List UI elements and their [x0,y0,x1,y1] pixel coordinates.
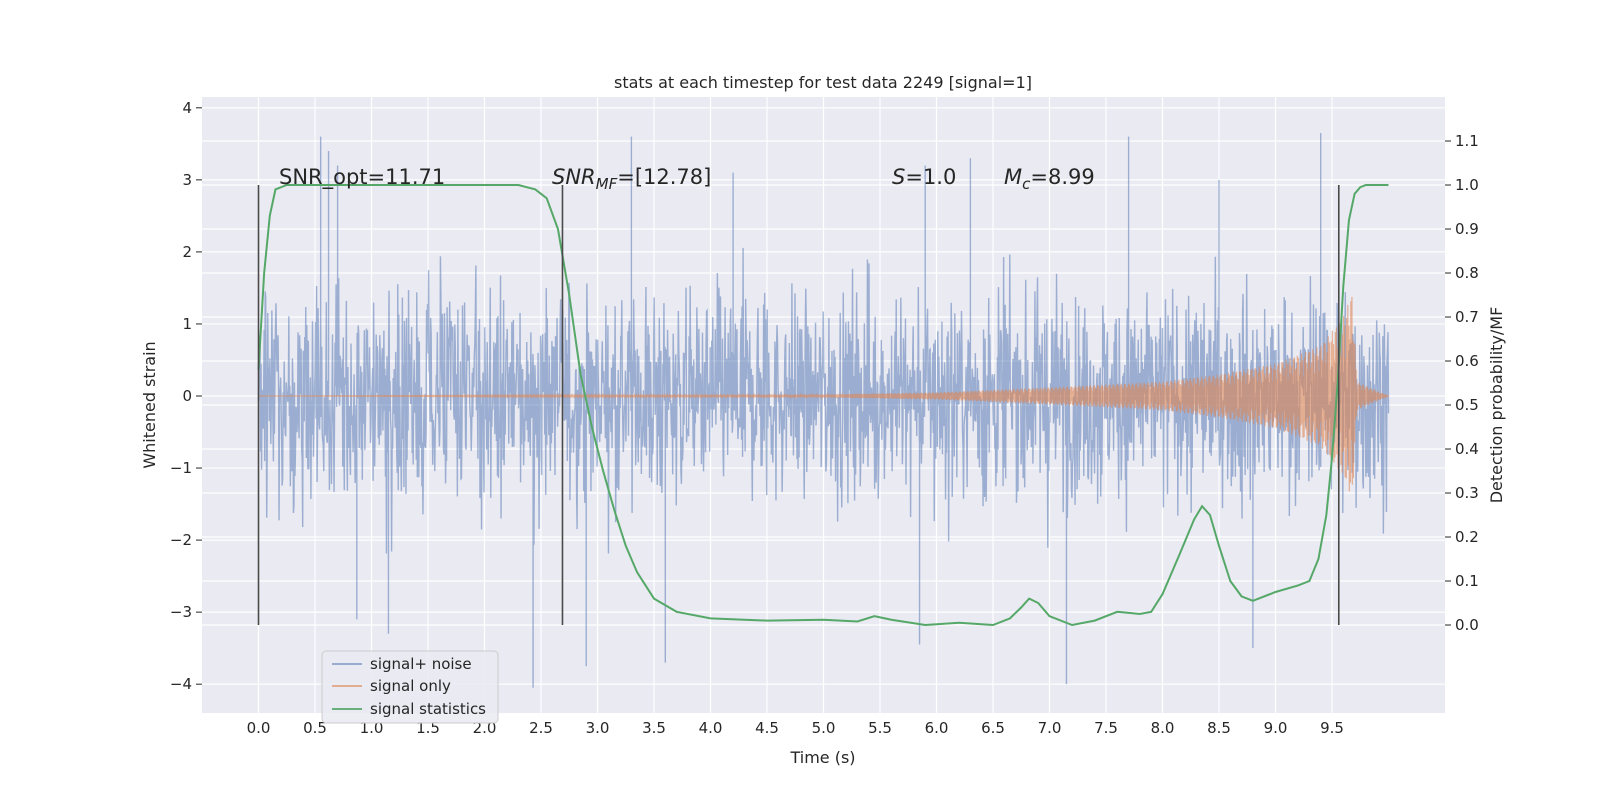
series-signal-statistics [257,184,1389,627]
x-tick-label: 2.5 [529,719,553,737]
x-tick-label: 8.5 [1207,719,1231,737]
legend: signal+ noise signal only signal statist… [321,650,499,724]
annotation-s-value: =1.0 [905,165,956,189]
x-tick-label: 0.0 [247,719,271,737]
x-tick-label: 4.0 [699,719,723,737]
x-tick-label: 6.0 [925,719,949,737]
y-tick-label: −3 [170,603,192,621]
legend-box [321,650,499,724]
x-tick-label: 7.5 [1094,719,1118,737]
legend-label-signal-only: signal only [370,677,451,695]
annotation-mc-sub: c [1022,175,1031,193]
annotation-snr-mf: SNRMF=[12.78] [552,165,711,193]
y-right-tick-label: 1.1 [1455,132,1479,150]
y-tick-label: 2 [182,243,192,261]
series-signal-noise [257,133,1390,688]
y-right-tick-label: 0.1 [1455,572,1479,590]
y-tick-label: −4 [170,675,192,693]
y-tick-label: 0 [182,387,192,405]
annotation-snr-mf-value: =[12.78] [617,165,711,189]
y-tick-label: 4 [182,99,192,117]
x-tick-label: 9.0 [1264,719,1288,737]
y-right-tick-label: 0.2 [1455,528,1479,546]
y-right-tick-label: 0.8 [1455,264,1479,282]
x-tick-label: 4.5 [755,719,779,737]
annotation-s-label: S [892,165,905,189]
y-tick-label: 1 [182,315,192,333]
x-tick-label: 8.0 [1151,719,1175,737]
y-right-tick-label: 0.0 [1455,616,1479,634]
y-right-tick-label: 0.6 [1455,352,1479,370]
series-layer [257,133,1390,688]
x-tick-label: 6.5 [981,719,1005,737]
series-signal-only [258,296,1389,492]
legend-label-signal-statistics: signal statistics [370,700,486,718]
y-right-tick-label: 0.3 [1455,484,1479,502]
legend-label-signal-noise: signal+ noise [370,655,472,673]
y-right-tick-label: 0.5 [1455,396,1479,414]
x-tick-label: 3.5 [642,719,666,737]
annotation-s: S=1.0 [892,165,956,189]
vertical-markers [257,185,1340,625]
annotation-snr-mf-sub: MF [596,175,618,193]
y-right-tick-label: 0.4 [1455,440,1479,458]
x-tick-label: 9.5 [1320,719,1344,737]
y-axis-right-label: Detection probability/MF [1487,307,1506,504]
x-tick-label: 0.5 [303,719,327,737]
y-right-tick-label: 0.7 [1455,308,1479,326]
y-tick-label: −2 [170,531,192,549]
x-tick-label: 5.5 [868,719,892,737]
annotation-snr-mf-base: SNR [552,165,596,189]
y-axis-label: Whitened strain [140,341,159,468]
y-right-tick-label: 1.0 [1455,176,1479,194]
axis-ticks: 0.0 0.5 1.0 1.5 2.0 2.5 3.0 3.5 4.0 4.5 5.0 5.5 6.0 6… [170,99,1479,737]
x-tick-label: 3.0 [586,719,610,737]
annotation-mc-value: =8.99 [1030,165,1094,189]
x-tick-label: 5.0 [812,719,836,737]
annotation-mc-base: M [1004,165,1022,189]
chart-title: stats at each timestep for test data 224… [614,73,1032,92]
x-tick-label: 7.0 [1038,719,1062,737]
annotation-snr-opt: SNR_opt=11.71 [279,165,445,190]
annotation-mc: Mc=8.99 [1004,165,1095,193]
y-tick-label: −1 [170,459,192,477]
y-right-tick-label: 0.9 [1455,220,1479,238]
y-tick-label: 3 [182,171,192,189]
x-axis-label: Time (s) [789,748,855,767]
